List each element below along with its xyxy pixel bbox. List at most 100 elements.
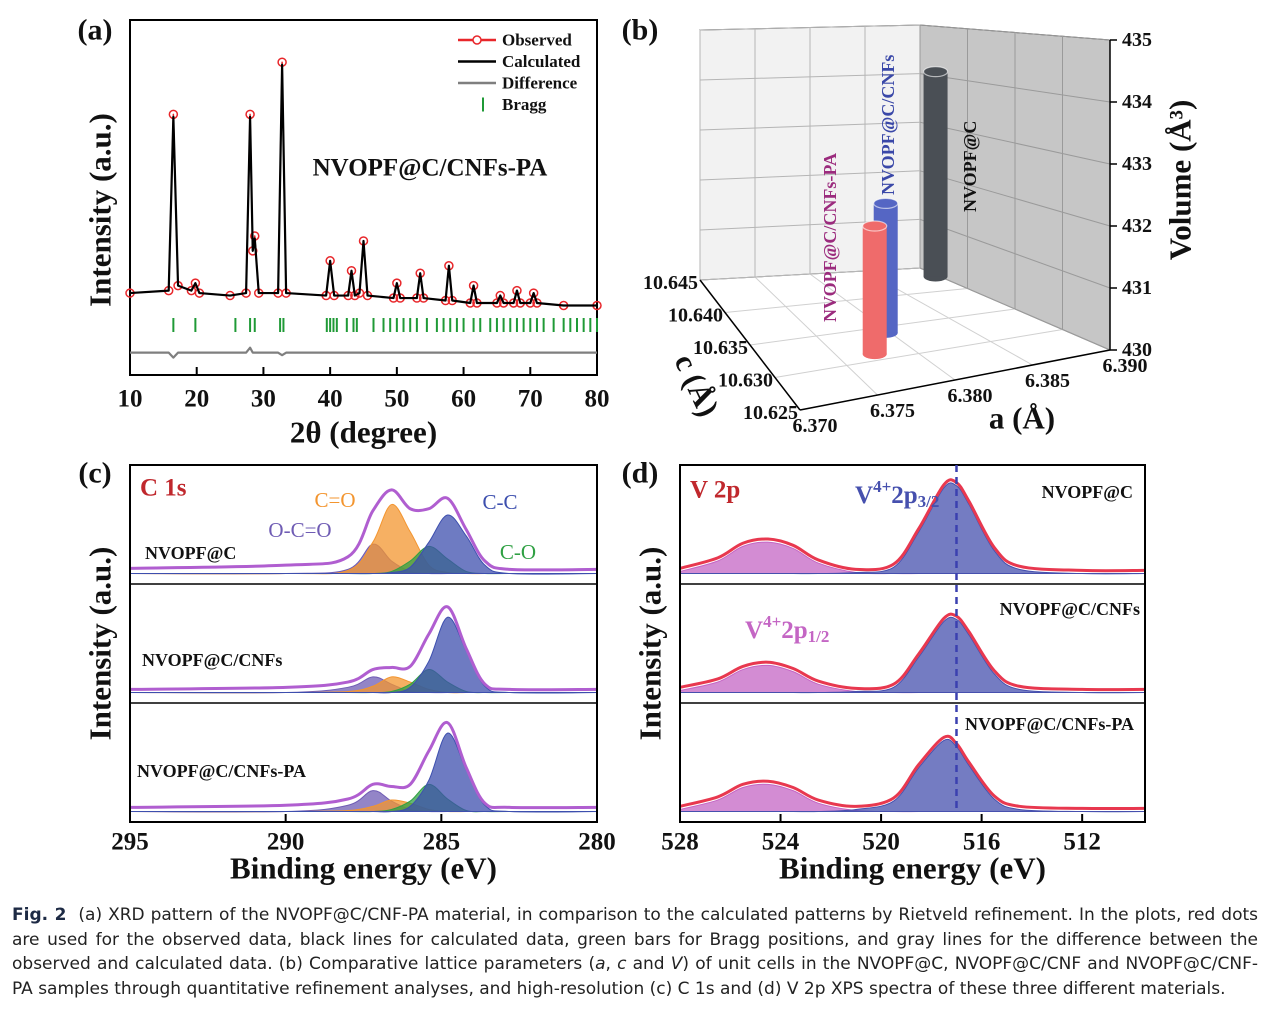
- grid-line: [919, 170, 1111, 227]
- component-area: [129, 616, 598, 694]
- series-line: [130, 346, 597, 359]
- x-tick-label: 6.380: [948, 385, 993, 407]
- axis-line: [799, 349, 1111, 411]
- x-tick-label: 6.390: [1103, 355, 1148, 377]
- panel-title: V 2p: [690, 477, 740, 504]
- x-tick-label: 516: [963, 829, 1001, 856]
- series-line: [129, 63, 597, 307]
- grid-line: [919, 73, 1111, 103]
- envelope-line: [679, 734, 1146, 811]
- y-axis-label: Intensity (a.u.): [633, 547, 668, 741]
- y-tick-label: 10.645: [643, 272, 698, 294]
- caption-text: a: [595, 954, 606, 975]
- grid-line: [774, 329, 1063, 378]
- plot-frame: [679, 464, 1146, 823]
- label-sub: 3/2: [918, 492, 940, 511]
- x-tick-label: 280: [578, 829, 616, 856]
- caption-text: (a) XRD pattern of the NVOPF@C/CNF-PA ma…: [12, 905, 1258, 975]
- legend-marker: [472, 35, 482, 45]
- x-tick-label: 20: [184, 386, 209, 413]
- grid-line: [919, 121, 1111, 165]
- label-sup: 4+: [763, 612, 781, 631]
- component-area: [679, 616, 1146, 694]
- component-area: [129, 732, 598, 813]
- x-tick-label: 60: [451, 386, 476, 413]
- z-tick-label: 434: [1122, 91, 1152, 113]
- data-point: [190, 278, 201, 288]
- bar-top: [873, 197, 899, 209]
- grid-line: [919, 267, 1111, 351]
- data-point: [495, 290, 506, 301]
- figure: (a) 10 20 30 40 50 60 70 80 2θ (degree) Intensity …: [78, 14, 1198, 886]
- grid-line: [699, 24, 921, 31]
- label-main: V: [855, 482, 873, 509]
- x-tick-label: 30: [251, 386, 276, 413]
- bar-label: NVOPF@C/CNFs-PA: [820, 153, 840, 322]
- panel-label: (d): [622, 457, 659, 490]
- x-tick-label: 6.385: [1025, 370, 1070, 392]
- x-axis-label: a (Å): [989, 401, 1055, 436]
- x-tick-label: 512: [1063, 829, 1101, 856]
- grid-line: [919, 218, 1111, 289]
- grid-line: [919, 24, 1111, 41]
- caption-text: ) of unit cells in the NVOPF@C, NVOPF@C/…: [12, 954, 1259, 999]
- sample-label: NVOPF@C/CNFs-PA: [137, 761, 306, 781]
- annotation: NVOPF@C/CNFs-PA: [313, 155, 548, 182]
- component-area: [680, 482, 1146, 575]
- component-area: [679, 738, 1146, 813]
- x-tick-label: 524: [762, 829, 800, 856]
- y-tick-label: 10.640: [668, 305, 723, 327]
- x-tick-label: 6.375: [870, 400, 915, 422]
- component-label: V4+2p1/2: [745, 612, 829, 646]
- x-axis-label: Binding energy (eV): [230, 851, 497, 886]
- y-tick-label: 10.630: [718, 370, 773, 392]
- data-point: [528, 288, 539, 298]
- z-tick-label: 430: [1122, 339, 1152, 361]
- component-area: [130, 514, 598, 575]
- panel-label: (b): [622, 14, 659, 47]
- bar: [862, 225, 887, 355]
- envelope-line: [679, 612, 1146, 692]
- x-tick-label: 80: [585, 386, 610, 413]
- axis-line: [699, 279, 801, 411]
- caption-label: Fig. 2: [12, 905, 67, 925]
- label-rest: 2p: [781, 617, 807, 644]
- y-axis-label: Intensity (a.u.): [83, 113, 118, 307]
- x-axis-label: Binding energy (eV): [779, 851, 1046, 886]
- bar-label: NVOPF@C: [960, 121, 980, 212]
- bar: [923, 71, 948, 277]
- caption-text: and: [626, 954, 671, 975]
- sample-label: NVOPF@C: [1042, 482, 1133, 502]
- x-tick-label: 290: [267, 829, 305, 856]
- component-label: V4+2p3/2: [855, 477, 939, 511]
- plot-frame: [129, 19, 598, 376]
- component-label: O-C=O: [268, 518, 331, 542]
- grid-line: [699, 121, 921, 131]
- panel-label: (c): [78, 457, 111, 490]
- x-tick-label: 10: [118, 386, 143, 413]
- legend-label: Observed: [502, 31, 572, 50]
- x-tick-label: 50: [384, 386, 409, 413]
- caption-text: c: [617, 954, 627, 975]
- component-label: C-C: [482, 490, 517, 514]
- envelope-line: [129, 605, 598, 692]
- envelope-line: [679, 478, 1146, 573]
- sample-label: NVOPF@C: [145, 543, 236, 563]
- label-rest: 2p: [891, 482, 917, 509]
- envelope-line: [129, 488, 598, 572]
- grid-line: [699, 170, 921, 181]
- component-label: C=O: [314, 488, 355, 512]
- x-tick-label: 70: [518, 386, 543, 413]
- legend-label: Calculated: [502, 52, 581, 71]
- grid-line: [724, 288, 968, 313]
- legend-label: Difference: [502, 74, 578, 93]
- x-tick-label: 528: [661, 829, 699, 856]
- x-tick-label: 40: [318, 386, 343, 413]
- y-axis-label: Intensity (a.u.): [83, 547, 118, 741]
- y-tick-label: 10.625: [743, 402, 798, 424]
- envelope-line: [129, 721, 598, 810]
- label-sub: 1/2: [808, 627, 830, 646]
- z-tick-label: 435: [1122, 29, 1152, 51]
- y-tick-label: 10.635: [693, 337, 748, 359]
